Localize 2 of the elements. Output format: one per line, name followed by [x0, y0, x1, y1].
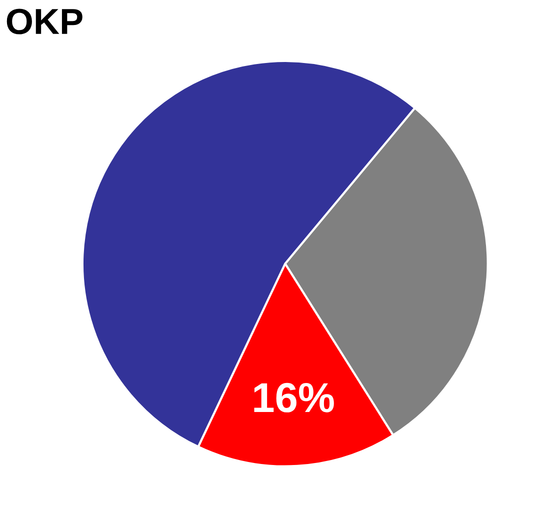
data-label: 16%: [254, 382, 334, 412]
chart-title: OKP: [6, 8, 82, 34]
